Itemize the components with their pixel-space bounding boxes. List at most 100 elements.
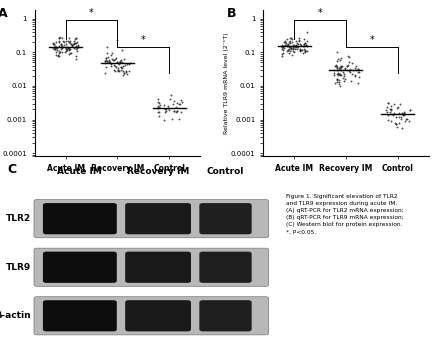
Point bbox=[73, 43, 80, 49]
Point bbox=[336, 81, 343, 86]
FancyBboxPatch shape bbox=[34, 200, 268, 238]
Point bbox=[66, 48, 73, 53]
Point bbox=[333, 65, 340, 70]
Point bbox=[330, 68, 337, 73]
Point bbox=[57, 43, 64, 48]
FancyBboxPatch shape bbox=[125, 203, 191, 234]
Point bbox=[55, 35, 62, 41]
Point bbox=[59, 38, 66, 44]
Point bbox=[62, 46, 69, 51]
Point bbox=[117, 58, 124, 64]
Point bbox=[162, 109, 169, 115]
Point bbox=[296, 35, 303, 40]
Y-axis label: Relative TLR9 mRNA level (2⁻ᶜT): Relative TLR9 mRNA level (2⁻ᶜT) bbox=[224, 33, 229, 134]
Point bbox=[355, 80, 362, 85]
Point bbox=[114, 59, 121, 64]
Point bbox=[284, 48, 291, 53]
Point bbox=[339, 70, 346, 75]
Point bbox=[118, 47, 125, 53]
Point bbox=[111, 67, 118, 73]
FancyBboxPatch shape bbox=[199, 203, 252, 234]
Point bbox=[52, 46, 58, 51]
Point bbox=[337, 64, 344, 69]
Point bbox=[56, 34, 63, 39]
Point bbox=[301, 48, 308, 53]
Point bbox=[296, 41, 303, 47]
Point bbox=[279, 44, 286, 50]
Point bbox=[398, 114, 405, 120]
Point bbox=[178, 100, 185, 105]
Point bbox=[297, 47, 304, 52]
Point bbox=[385, 117, 391, 122]
Point bbox=[285, 47, 292, 52]
Point bbox=[352, 72, 359, 78]
Point bbox=[294, 44, 301, 49]
Point bbox=[336, 78, 343, 83]
Point bbox=[72, 35, 79, 41]
Point bbox=[171, 98, 178, 104]
Point bbox=[342, 67, 349, 72]
Point bbox=[155, 96, 162, 101]
Point bbox=[353, 63, 360, 68]
Point bbox=[58, 45, 65, 50]
Point bbox=[404, 116, 411, 122]
Point bbox=[355, 74, 362, 79]
Point bbox=[388, 112, 395, 117]
Point bbox=[58, 41, 65, 47]
Point bbox=[303, 42, 310, 48]
Point bbox=[113, 37, 120, 42]
Text: TLR9: TLR9 bbox=[6, 263, 31, 272]
Point bbox=[155, 105, 162, 110]
Point bbox=[288, 39, 295, 44]
Point bbox=[392, 122, 399, 127]
Point bbox=[352, 67, 359, 72]
Point bbox=[384, 101, 391, 106]
Point bbox=[302, 40, 309, 46]
Point bbox=[333, 49, 340, 54]
Point bbox=[74, 48, 81, 54]
Point bbox=[286, 44, 293, 49]
FancyBboxPatch shape bbox=[43, 252, 117, 283]
Point bbox=[334, 70, 341, 76]
Point bbox=[102, 57, 109, 63]
Point bbox=[52, 44, 58, 49]
Text: C: C bbox=[7, 163, 16, 176]
Point bbox=[63, 47, 70, 52]
Point bbox=[102, 64, 109, 69]
Point bbox=[382, 107, 389, 113]
Point bbox=[62, 45, 69, 50]
Point bbox=[52, 49, 59, 55]
Text: *: * bbox=[318, 8, 323, 18]
Point bbox=[341, 73, 348, 79]
Point bbox=[336, 66, 343, 71]
Point bbox=[289, 52, 296, 58]
Point bbox=[292, 47, 299, 52]
Point bbox=[117, 60, 124, 65]
Point bbox=[384, 109, 391, 115]
Point bbox=[294, 44, 301, 50]
Point bbox=[56, 51, 63, 56]
Point bbox=[337, 67, 344, 73]
Point bbox=[72, 36, 79, 42]
Point bbox=[349, 67, 356, 73]
Point bbox=[75, 42, 82, 48]
Point bbox=[115, 61, 122, 67]
Text: *: * bbox=[89, 8, 94, 18]
Point bbox=[119, 59, 126, 65]
FancyBboxPatch shape bbox=[34, 248, 268, 286]
Point bbox=[73, 39, 80, 45]
Point bbox=[161, 117, 168, 122]
Point bbox=[290, 47, 297, 52]
Point bbox=[304, 48, 310, 53]
Point bbox=[154, 100, 161, 105]
Point bbox=[281, 39, 288, 45]
Point bbox=[388, 107, 394, 112]
Point bbox=[344, 53, 351, 58]
Point bbox=[334, 80, 341, 85]
Point bbox=[401, 109, 407, 115]
Point bbox=[286, 44, 293, 49]
Point bbox=[278, 53, 285, 59]
Point bbox=[122, 62, 129, 68]
Point bbox=[331, 70, 338, 76]
Point bbox=[172, 110, 179, 115]
